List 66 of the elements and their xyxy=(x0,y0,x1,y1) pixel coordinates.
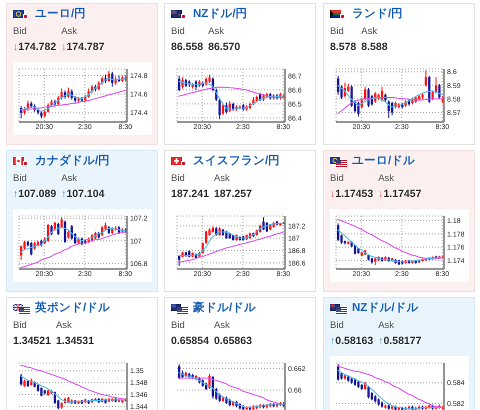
chart-title: ユーロ/円 xyxy=(35,6,86,22)
line-series xyxy=(20,364,126,400)
text: Ask xyxy=(361,25,378,38)
chart-title: カナダドル/円 xyxy=(35,154,110,169)
candlestick xyxy=(111,71,114,88)
text: Ask xyxy=(56,319,73,332)
line-series xyxy=(178,232,284,263)
text: ↓1.17453 xyxy=(330,188,374,200)
chart-title: NZドル/ドル xyxy=(352,301,419,316)
text: 1.34521 xyxy=(13,335,51,347)
text: Bid xyxy=(13,25,28,38)
candlestick xyxy=(337,364,340,382)
text: 187.257 xyxy=(214,188,252,200)
chart-title: ユーロ/ドル xyxy=(352,154,416,169)
candlestick xyxy=(20,373,22,386)
text: 187.241 xyxy=(171,188,209,200)
text: 86.558 xyxy=(171,41,204,53)
candlestick xyxy=(47,223,50,242)
text: ↑107.089 xyxy=(13,188,56,200)
candlestick xyxy=(337,222,340,242)
line-series xyxy=(178,86,284,98)
candlestick xyxy=(337,75,340,96)
candlestick xyxy=(30,241,32,256)
chart-title: スイスフラン/円 xyxy=(193,154,280,169)
candlestick xyxy=(70,224,73,240)
text: 0.65863 xyxy=(214,335,252,347)
text: Bid xyxy=(13,319,28,332)
text: ↑107.104 xyxy=(61,188,104,200)
text: Bid xyxy=(330,319,345,332)
chart-title: 英ポンド/ドル xyxy=(35,300,110,316)
candlestick xyxy=(57,222,60,236)
candlestick xyxy=(60,216,63,229)
chart-title: ランド/円 xyxy=(352,6,404,22)
text: ↓1.17457 xyxy=(378,188,422,200)
text: 0.65854 xyxy=(171,335,209,347)
chart-title: NZドル/円 xyxy=(193,6,248,22)
candlestick xyxy=(391,101,394,116)
text: ↓174.787 xyxy=(61,41,104,53)
text: Bid xyxy=(171,319,186,332)
chart-title: 豪ドル/ドル xyxy=(193,300,256,316)
candlestick xyxy=(178,364,180,380)
text: Ask xyxy=(378,172,396,185)
text: Ask xyxy=(214,319,231,332)
text: 8.588 xyxy=(361,41,388,53)
text: ↑0.58177 xyxy=(378,335,422,347)
text: Ask xyxy=(378,319,396,332)
text: Bid xyxy=(171,25,186,38)
candlestick xyxy=(424,70,428,88)
text: ↑0.58163 xyxy=(330,335,374,347)
text: 86.570 xyxy=(208,41,240,53)
text: Ask xyxy=(208,25,225,38)
text: Ask xyxy=(61,25,78,38)
candlestick xyxy=(388,100,390,118)
candlestick xyxy=(20,244,22,260)
text: Bid xyxy=(171,172,186,185)
text: ↓174.782 xyxy=(13,41,56,53)
text: Ask xyxy=(61,172,78,185)
text: 8.578 xyxy=(330,41,356,53)
text: Ask xyxy=(214,172,231,185)
text: 1.34531 xyxy=(56,335,94,347)
text: Bid xyxy=(330,172,345,185)
candlestick xyxy=(178,75,180,92)
line-series xyxy=(20,376,126,404)
line-series xyxy=(337,218,443,260)
text: Bid xyxy=(330,25,345,38)
text: Bid xyxy=(13,172,28,185)
